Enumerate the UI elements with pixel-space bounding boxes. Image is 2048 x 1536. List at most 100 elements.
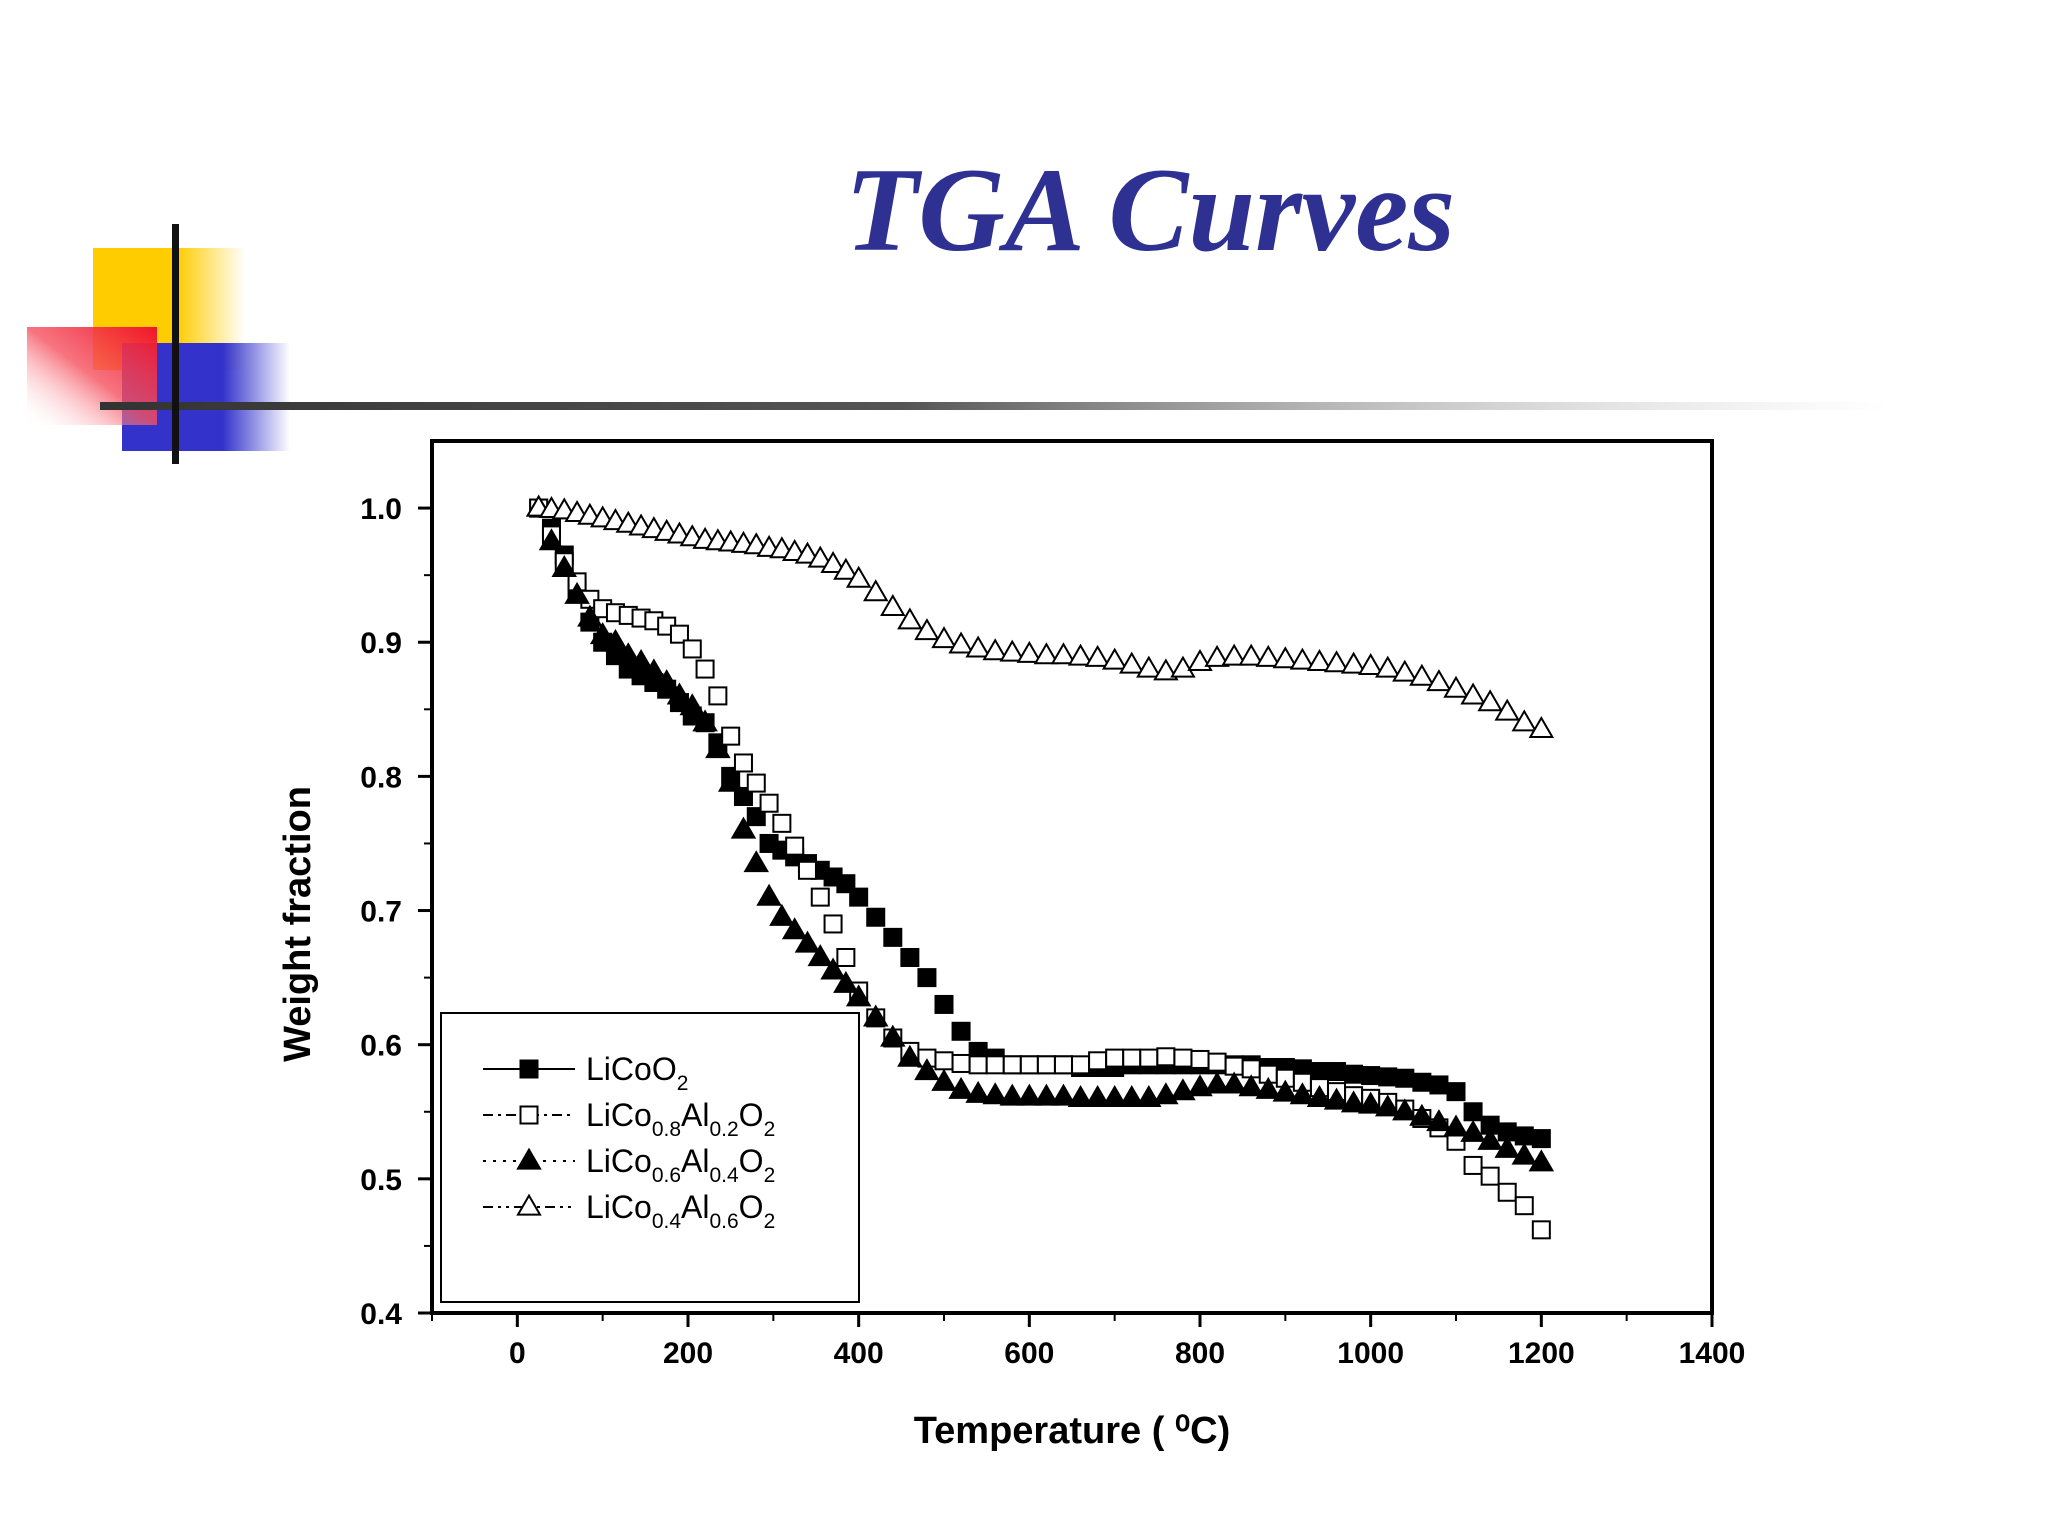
- data-point: [743, 850, 770, 873]
- data-point: [785, 836, 805, 856]
- data-point: [1340, 1090, 1367, 1113]
- data-point: [679, 693, 706, 716]
- data-point: [823, 914, 843, 934]
- data-point: [746, 773, 766, 793]
- data-point: [1221, 1071, 1247, 1094]
- data-point: [1170, 655, 1196, 678]
- x-tick-label: 800: [1175, 1337, 1225, 1370]
- x-tick-label: 1400: [1679, 1337, 1746, 1370]
- data-point: [1429, 1075, 1449, 1095]
- data-point: [1480, 1166, 1500, 1186]
- data-point: [1170, 1078, 1196, 1101]
- data-point: [1494, 1135, 1520, 1158]
- data-point: [880, 1024, 906, 1047]
- data-point: [781, 917, 808, 940]
- data-point: [917, 968, 937, 988]
- data-point: [1173, 1048, 1193, 1068]
- data-point: [692, 709, 718, 732]
- legend-text-part: Al: [681, 1189, 709, 1225]
- data-point: [708, 686, 728, 706]
- data-point: [985, 1055, 1005, 1075]
- data-point: [1378, 1067, 1398, 1087]
- legend-text-part: O: [739, 1143, 764, 1179]
- data-point: [794, 930, 821, 953]
- data-point: [845, 565, 872, 588]
- y-tick-label: 0.7: [360, 896, 402, 929]
- data-point: [1412, 1072, 1432, 1092]
- data-point: [1187, 648, 1213, 671]
- data-point: [1084, 1084, 1111, 1107]
- y-tick-label: 1.0: [360, 493, 402, 526]
- data-point: [717, 769, 744, 792]
- data-point: [577, 604, 603, 627]
- data-point: [769, 903, 795, 926]
- data-point: [1016, 640, 1043, 663]
- data-point: [1053, 1055, 1073, 1075]
- data-point: [862, 1004, 889, 1027]
- legend-subscript: 0.8: [652, 1118, 681, 1141]
- data-point: [1221, 643, 1247, 666]
- legend-text-part: LiCo: [586, 1097, 652, 1133]
- data-point: [1071, 1055, 1091, 1075]
- legend-subscript: 2: [764, 1164, 776, 1187]
- legend-text-part: Al: [681, 1097, 709, 1133]
- x-tick-label: 600: [1004, 1337, 1054, 1370]
- legend-text-part: LiCoO: [586, 1051, 677, 1087]
- decor-vertical-rule: [172, 224, 179, 464]
- data-point: [1101, 647, 1128, 670]
- legend-text-part: LiCo: [586, 1189, 652, 1225]
- data-point: [1204, 1071, 1230, 1094]
- data-point: [1374, 655, 1401, 678]
- x-axis-title: Temperature ( ⁰C): [914, 1410, 1230, 1452]
- legend-marker: [516, 1147, 542, 1170]
- x-axis: 0 200 400 600 800 1000 1200 1400: [431, 1313, 1746, 1370]
- legend-text-part: O: [739, 1189, 764, 1225]
- y-tick-label: 0.6: [360, 1030, 402, 1063]
- data-point: [1531, 1129, 1551, 1149]
- decor-horizontal-rule: [100, 402, 1890, 410]
- data-point: [628, 648, 654, 671]
- data-point: [1463, 1155, 1483, 1175]
- legend-label: LiCoO2: [586, 1051, 688, 1095]
- data-point: [1153, 658, 1179, 681]
- data-point: [897, 607, 923, 630]
- data-point: [1494, 698, 1520, 721]
- legend-label: LiCo0.4Al0.6O2: [586, 1189, 775, 1233]
- data-point: [602, 628, 629, 651]
- x-tick-label: 200: [663, 1337, 713, 1370]
- data-point: [1255, 1076, 1282, 1099]
- legend-subscript: 0.4: [652, 1210, 682, 1233]
- series-layer: [525, 494, 1555, 1240]
- data-point: [968, 1055, 988, 1075]
- data-point: [564, 581, 590, 604]
- plot-frame: [430, 439, 1714, 1315]
- data-point: [1050, 642, 1077, 665]
- data-point: [1118, 1084, 1145, 1107]
- data-point: [849, 887, 869, 907]
- data-point: [1323, 1087, 1350, 1110]
- legend-subscript: 2: [764, 1210, 776, 1233]
- data-point: [820, 551, 846, 574]
- data-point: [836, 947, 856, 967]
- data-point: [1067, 643, 1094, 666]
- data-point: [1255, 644, 1282, 667]
- data-point: [1463, 1102, 1483, 1122]
- data-point: [934, 994, 954, 1014]
- data-point: [653, 669, 680, 692]
- legend-subscript: 2: [677, 1072, 689, 1095]
- data-point: [1340, 651, 1367, 674]
- data-point: [1272, 646, 1299, 669]
- data-point: [1289, 647, 1316, 670]
- data-point: [999, 1083, 1026, 1106]
- data-point: [948, 1076, 974, 1099]
- data-point: [1084, 644, 1111, 667]
- data-point: [1036, 1055, 1056, 1075]
- data-point: [705, 736, 731, 759]
- data-point: [951, 1053, 971, 1073]
- data-point: [883, 927, 903, 947]
- data-point: [1306, 1084, 1333, 1107]
- data-point: [1392, 1098, 1418, 1121]
- data-point: [1477, 1127, 1503, 1150]
- data-point: [1118, 651, 1145, 674]
